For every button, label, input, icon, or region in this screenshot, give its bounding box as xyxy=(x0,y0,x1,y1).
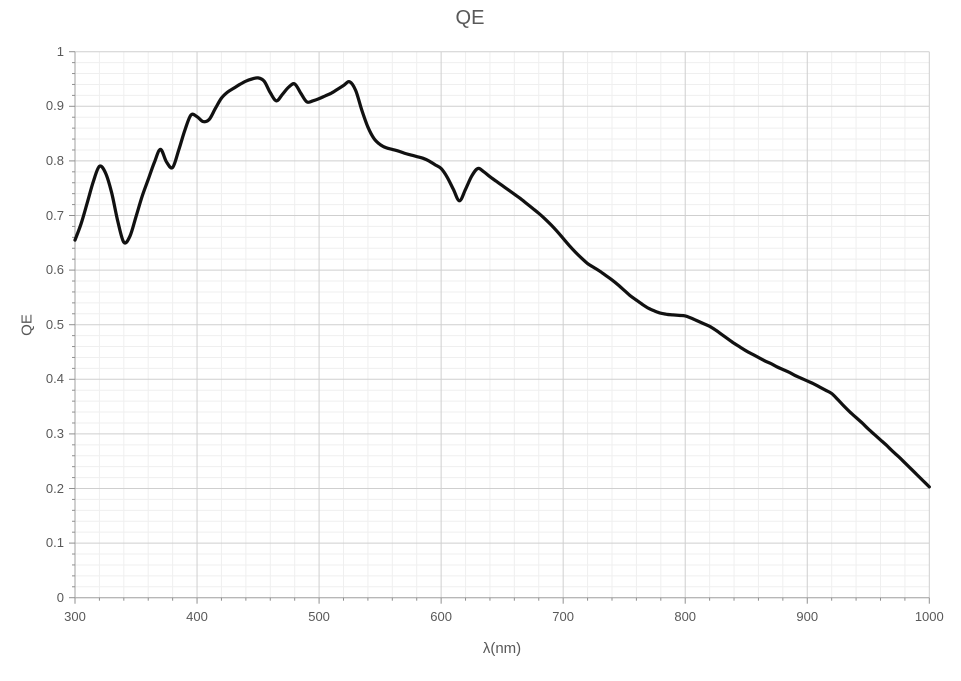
y-tick-label-0.1: 0.1 xyxy=(45,535,64,551)
series-line-QE xyxy=(73,76,931,489)
y-tick-label-0.4: 0.4 xyxy=(45,371,64,387)
y-tick-label-0: 0 xyxy=(56,589,64,605)
x-tick-label-500: 500 xyxy=(308,609,330,624)
major-gridlines xyxy=(74,51,930,599)
y-tick-label-0.2: 0.2 xyxy=(45,480,64,496)
x-tick-label-700: 700 xyxy=(552,609,574,624)
tick-marks xyxy=(69,51,930,604)
qe-curve xyxy=(73,76,931,489)
x-tick-label-800: 800 xyxy=(674,609,697,624)
y-tick-label-0.6: 0.6 xyxy=(45,262,64,278)
x-tick-label-400: 400 xyxy=(186,609,208,624)
y-tick-label-1: 1 xyxy=(56,43,64,59)
x-tick-label-600: 600 xyxy=(430,609,452,624)
y-tick-label-0.7: 0.7 xyxy=(45,207,64,223)
x-tick-label-900: 900 xyxy=(796,609,819,624)
y-tick-label-0.5: 0.5 xyxy=(45,316,64,332)
chart-title: QE xyxy=(455,7,485,29)
y-tick-label-0.8: 0.8 xyxy=(45,152,64,168)
x-tick-label-300: 300 xyxy=(64,609,86,624)
x-tick-label-1000: 1000 xyxy=(914,609,944,624)
y-tick-label-0.9: 0.9 xyxy=(45,98,64,114)
x-axis-title: λ(nm) xyxy=(482,640,522,657)
y-tick-label-0.3: 0.3 xyxy=(45,425,64,441)
